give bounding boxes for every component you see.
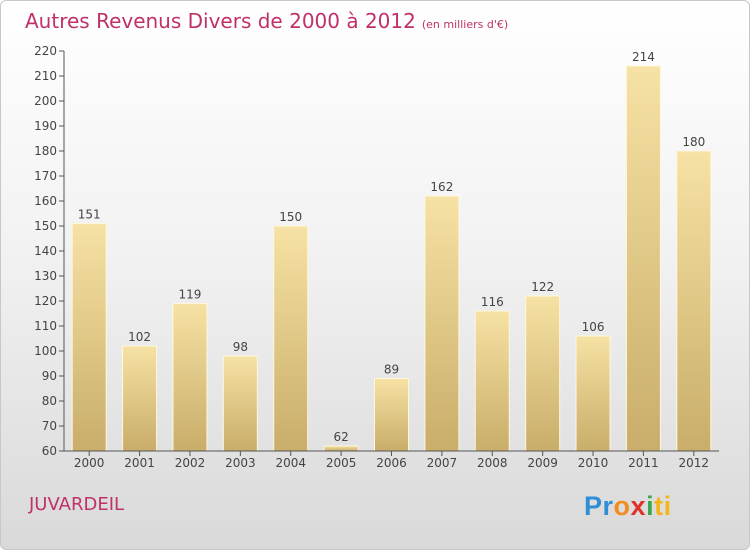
y-tick-label: 90 — [42, 369, 57, 383]
y-axis: 60 70 80 90 100 110 120 130 140 150 160 170 180 190 20… — [34, 44, 65, 458]
bar — [525, 295, 561, 452]
x-axis: 2000 2001 2002 2003 2004 2005 2006 2007 2008 2009… — [64, 450, 719, 470]
y-tick-label: 60 — [42, 444, 57, 458]
commune-name: JUVARDEIL — [29, 494, 125, 515]
x-tick-label: 2010 — [578, 456, 609, 470]
bar-value-label: 102 — [128, 330, 151, 344]
bar — [424, 195, 460, 452]
y-tick-label: 150 — [34, 219, 57, 233]
x-tick-label: 2000 — [74, 456, 105, 470]
bar-value-label: 62 — [333, 430, 348, 444]
y-tick-label: 110 — [34, 319, 57, 333]
x-tick-label: 2007 — [427, 456, 458, 470]
y-tick-label: 170 — [34, 169, 57, 183]
logo-part-i: i — [646, 491, 655, 521]
bar-value-label: 151 — [78, 208, 101, 222]
bar-value-label: 119 — [179, 288, 202, 302]
x-tick-label: 2009 — [527, 456, 558, 470]
y-tick-label: 130 — [34, 269, 57, 283]
bar — [122, 345, 158, 452]
chart-title: Autres Revenus Divers de 2000 à 2012 (en … — [25, 9, 508, 33]
bar-value-label: 116 — [481, 295, 504, 309]
bar — [172, 303, 208, 452]
y-tick-label: 220 — [34, 44, 57, 58]
chart-title-text: Autres Revenus Divers de 2000 à 2012 — [25, 9, 416, 33]
logo-part-o: o — [613, 491, 631, 521]
proxiti-logo: Proxiti — [584, 491, 672, 522]
y-tick-label: 80 — [42, 394, 57, 408]
bar — [323, 445, 359, 452]
bar — [575, 335, 611, 452]
y-tick-label: 200 — [34, 94, 57, 108]
bar-value-label: 180 — [682, 135, 705, 149]
bar-value-label: 150 — [279, 210, 302, 224]
x-tick-label: 2003 — [225, 456, 256, 470]
x-tick-label: 2012 — [679, 456, 710, 470]
bar — [222, 355, 258, 452]
x-tick-label: 2011 — [628, 456, 659, 470]
y-tick-label: 140 — [34, 244, 57, 258]
bar — [474, 310, 510, 452]
bar — [676, 150, 712, 452]
bar-value-label: 122 — [531, 280, 554, 294]
x-tick-label: 2001 — [124, 456, 155, 470]
y-tick-label: 180 — [34, 144, 57, 158]
bar-value-label: 89 — [384, 363, 399, 377]
bar — [374, 378, 409, 452]
bar — [273, 225, 309, 452]
y-tick-label: 100 — [34, 344, 57, 358]
bar-value-label: 106 — [582, 320, 605, 334]
y-tick-label: 160 — [34, 194, 57, 208]
chart-subtitle: (en milliers d'€) — [421, 18, 509, 31]
logo-part-pr: Pr — [584, 491, 614, 521]
bar — [625, 65, 661, 452]
x-tick-label: 2006 — [376, 456, 407, 470]
logo-part-ti: ti — [654, 491, 672, 521]
x-tick-label: 2008 — [477, 456, 508, 470]
x-tick-label: 2002 — [175, 456, 206, 470]
bars-group: 151 102 119 98 150 62 89 162 116 122 106 214 180 — [71, 50, 712, 452]
bar-value-label: 214 — [632, 50, 655, 64]
logo-part-x: x — [630, 491, 647, 521]
y-tick-label: 120 — [34, 294, 57, 308]
x-tick-label: 2004 — [275, 456, 306, 470]
y-tick-label: 70 — [42, 419, 57, 433]
bar-value-label: 162 — [430, 180, 453, 194]
bar — [71, 223, 107, 452]
bar-value-label: 98 — [233, 340, 248, 354]
y-tick-label: 190 — [34, 119, 57, 133]
y-tick-label: 210 — [34, 69, 57, 83]
x-tick-label: 2005 — [326, 456, 357, 470]
